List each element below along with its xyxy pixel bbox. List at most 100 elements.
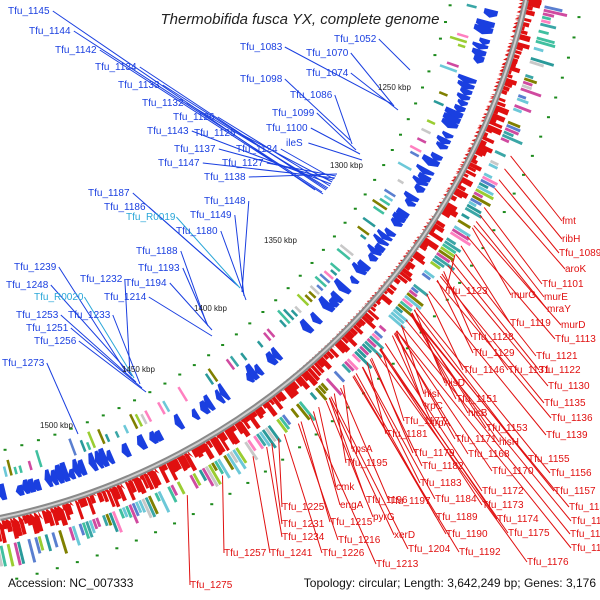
tick-label: 1250 kbp (378, 83, 411, 92)
cds-band (517, 94, 527, 100)
reverse-gene-label: Tfu_1195 (346, 458, 388, 469)
cds-band (27, 460, 33, 471)
gc-marker (133, 399, 137, 402)
cds-band (34, 536, 42, 554)
reverse-leader-line (278, 438, 283, 508)
cds-band (529, 60, 545, 68)
forward-gene-label: Tfu_1193 (138, 263, 180, 274)
reverse-gene-label: Tfu_1175 (508, 528, 550, 539)
reverse-gene-label: Tfu_1151 (456, 394, 498, 405)
tick-label: 1400 kbp (194, 304, 227, 313)
cds-band (514, 104, 532, 114)
cds-band (35, 449, 43, 468)
cds-band (522, 80, 533, 87)
forward-gene-arrow (191, 408, 201, 421)
gc-marker (286, 287, 290, 290)
forward-gene-arrow (436, 134, 452, 145)
cds-band (279, 416, 291, 430)
forward-leader-line (58, 266, 127, 373)
cds-band (351, 353, 362, 363)
cds-band (468, 200, 477, 208)
cds-band (362, 216, 376, 228)
forward-leader-line (99, 49, 324, 195)
cds-band (488, 162, 499, 170)
forward-gene-label: Tfu_1070 (306, 48, 349, 59)
reverse-gene-label: fmt (562, 216, 576, 227)
forward-gene-arrow (376, 228, 393, 242)
cds-band (538, 29, 550, 36)
cds-band (504, 127, 520, 136)
tick-mark-layer: 1250 kbp 1300 kbp 1350 kbp 1400 kbp 1450 kbp… (40, 83, 411, 430)
cds-band (471, 194, 492, 207)
gc-marker (420, 86, 424, 89)
reverse-leader-line (498, 179, 560, 254)
cds-band (439, 64, 458, 73)
cds-band (256, 340, 264, 348)
cds-band (128, 504, 139, 524)
gc-marker (314, 433, 318, 436)
reverse-leader-line (340, 387, 390, 502)
cds-band (521, 84, 533, 91)
reverse-gene-label: Tfu_1146 (463, 365, 505, 376)
cds-band (408, 289, 418, 298)
cds-band (0, 545, 7, 567)
reverse-leader-line (308, 414, 377, 565)
cds-band (416, 137, 427, 144)
gc-marker (234, 333, 238, 336)
gc-marker (382, 164, 386, 167)
reverse-leader-line (380, 347, 405, 422)
reverse-gene-arrow (478, 120, 503, 136)
cds-band (483, 172, 493, 179)
cds-band (390, 311, 405, 325)
forward-leader-line (148, 206, 239, 287)
reverse-gene-arrow (62, 501, 71, 521)
reverse-gene-arrow (486, 101, 510, 116)
cds-band (476, 185, 494, 197)
cds-band (235, 447, 248, 464)
cds-band (308, 290, 317, 299)
tick-label: 1450 kbp (122, 365, 155, 374)
cds-band (154, 492, 161, 502)
cds-band (373, 330, 384, 339)
cds-band (121, 506, 129, 518)
cds-band (341, 363, 352, 374)
forward-leader-line (180, 250, 207, 323)
forward-gene-label: Tfu_1138 (204, 172, 246, 183)
forward-gene-label: Tfu_1256 (34, 336, 77, 347)
genome-stats-text: Topology: circular; Length: 3,642,249 bp… (304, 576, 597, 590)
cds-band (44, 534, 53, 552)
gc-marker (492, 229, 496, 232)
gc-marker (148, 391, 152, 394)
cds-band (456, 32, 469, 39)
cds-band (214, 460, 225, 475)
cds-band (359, 345, 370, 356)
cds-band (500, 137, 510, 144)
cds-band (141, 498, 153, 519)
gc-marker (20, 444, 24, 447)
cds-band (295, 403, 311, 421)
forward-gene-arrow (44, 469, 54, 488)
gc-marker (263, 470, 267, 473)
cds-band (277, 309, 291, 325)
reverse-leader-line (479, 214, 545, 298)
forward-gene-label: Tfu_1124 (236, 144, 278, 155)
reverse-gene-arrow (181, 448, 198, 472)
reverse-leader-line (396, 330, 493, 472)
forward-leader-line (60, 314, 137, 383)
reverse-gene-label: Tfu_1165 (570, 529, 600, 540)
cds-band (336, 247, 351, 261)
reverse-gene-label: aroK (565, 264, 586, 275)
cds-band (359, 234, 367, 240)
reverse-gene-label: Tfu_1215 (330, 517, 373, 528)
forward-gene-arrow (217, 383, 231, 401)
cds-band (429, 260, 441, 270)
forward-gene-arrow (368, 252, 379, 262)
forward-gene-label: Tfu_1273 (2, 358, 45, 369)
reverse-gene-arrow (115, 481, 127, 502)
gc-marker (448, 4, 452, 7)
gc-marker (444, 21, 448, 24)
gc-marker (173, 522, 177, 525)
cds-band (97, 428, 106, 445)
forward-gene-arrow (459, 87, 473, 96)
cds-band (170, 484, 179, 496)
